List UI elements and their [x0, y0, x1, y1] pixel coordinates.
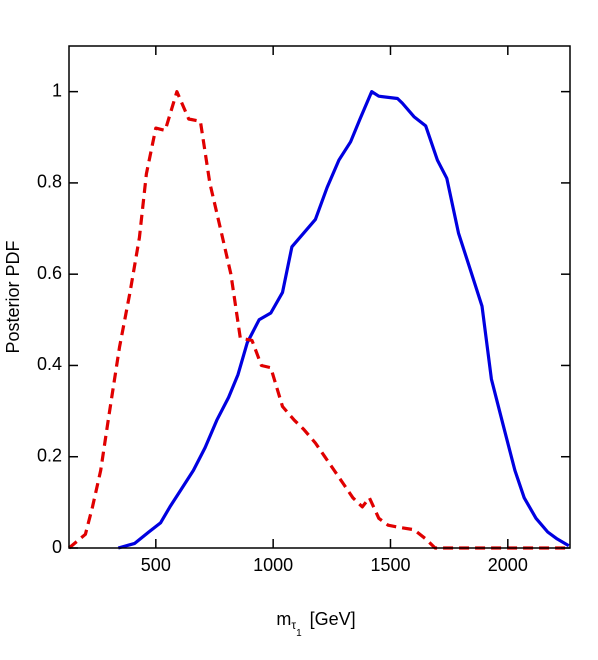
data-line: [117, 90, 570, 550]
x-tick-label: 500: [141, 555, 171, 575]
x-tick-label: 2000: [488, 555, 528, 575]
y-tick-label: 0: [52, 537, 62, 557]
x-tick-label: 1000: [253, 555, 293, 575]
x-tick-label: 1500: [370, 555, 410, 575]
data-line: [67, 90, 570, 550]
x-axis-label: mτ1 [GeV]: [276, 609, 355, 639]
x-label-sub: τ: [291, 618, 296, 632]
plot-frame: [68, 45, 571, 549]
x-label-base: m: [276, 609, 291, 629]
y-tick-label: 0.8: [37, 172, 62, 192]
y-axis-label: Posterior PDF: [3, 240, 23, 353]
y-tick-label: 0.2: [37, 445, 62, 465]
x-label-unit: [GeV]: [310, 609, 356, 629]
x-label-subsub: 1: [296, 628, 302, 639]
y-tick-label: 1: [52, 80, 62, 100]
y-tick-label: 0.6: [37, 263, 62, 283]
y-tick-label: 0.4: [37, 354, 62, 374]
